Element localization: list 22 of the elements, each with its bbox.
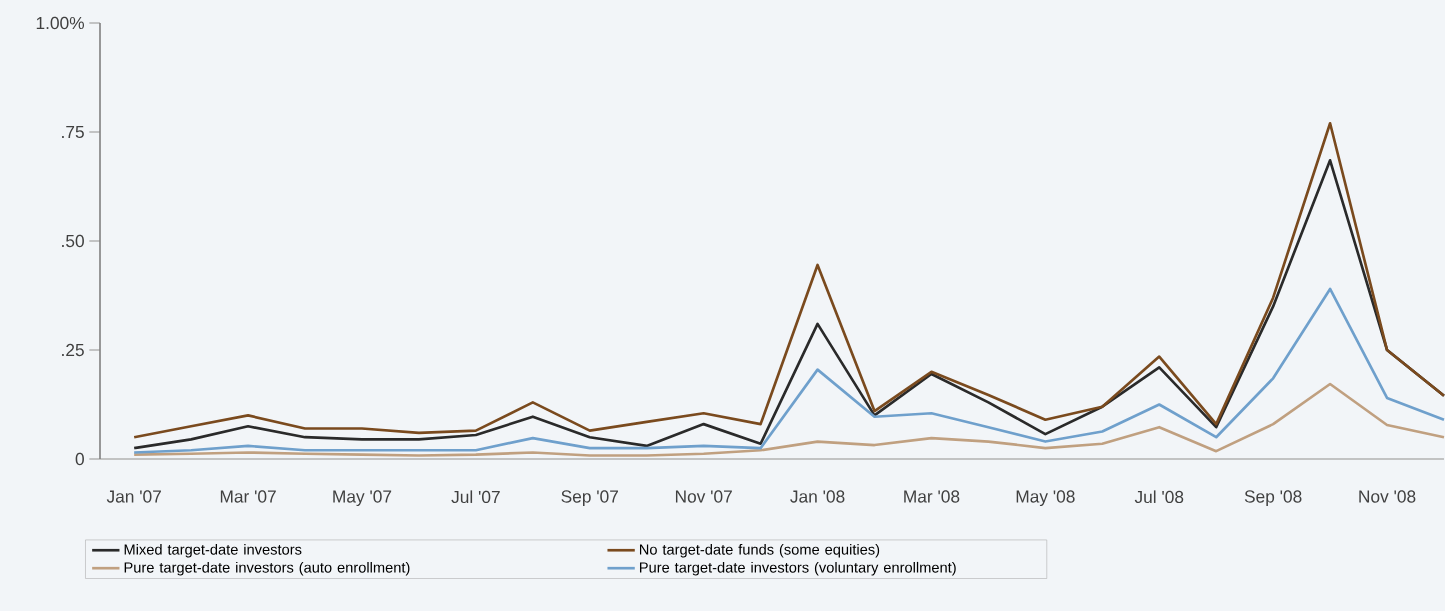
legend-label: Pure target-date investors (auto enrollment) [124, 561, 410, 576]
line-series [132, 382, 1445, 457]
x-tick-label: May '08 [1016, 490, 1075, 507]
legend-label: Pure target-date investors (voluntary enrollment) [639, 561, 956, 576]
x-tick-label: Nov '08 [1359, 490, 1416, 503]
x-tick-label: Jan '08 [790, 490, 845, 503]
x-tick-label: May '07 [333, 490, 392, 507]
x-tick-label: Sep '08 [1244, 490, 1302, 507]
y-tick-label: 0 [75, 452, 84, 466]
legend-label: Mixed target-date investors [124, 543, 302, 558]
x-tick-label: Jul '07 [451, 490, 500, 504]
y-tick-label: .50 [62, 234, 84, 248]
y-tick-label: .75 [62, 125, 84, 139]
x-tick-label: Sep '07 [561, 490, 618, 507]
x-tick-label: Mar '07 [220, 490, 276, 503]
x-tick-label: Nov '07 [675, 490, 732, 503]
legend-label: No target-date funds (some equities) [639, 543, 880, 558]
x-tick-label: Jul '08 [1134, 490, 1184, 504]
x-tick-label: Jan '07 [106, 490, 161, 503]
y-tick-label: .25 [62, 343, 84, 357]
x-tick-label: Mar '08 [904, 490, 960, 503]
y-tick-label: 1.00% [36, 16, 85, 30]
